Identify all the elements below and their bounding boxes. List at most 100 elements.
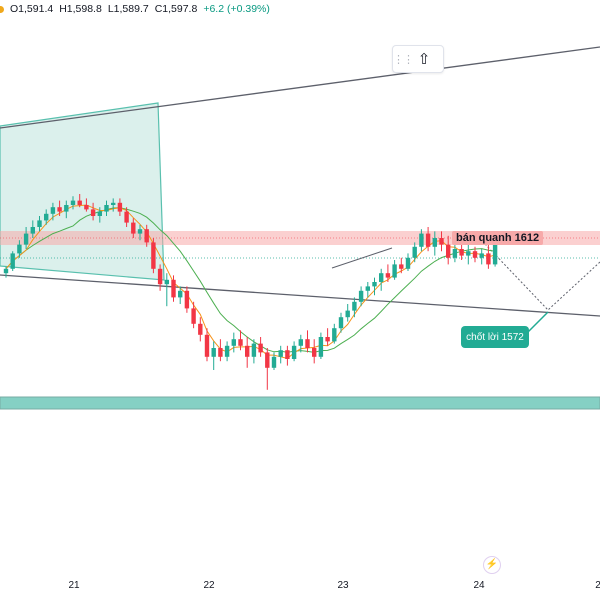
lightning-icon[interactable]: ⚡ bbox=[483, 556, 501, 574]
take-profit-pointer bbox=[527, 311, 549, 333]
candle bbox=[57, 200, 62, 216]
candle-body bbox=[84, 205, 89, 210]
candle bbox=[10, 251, 15, 271]
candle bbox=[144, 224, 149, 247]
candle bbox=[392, 260, 397, 280]
candle bbox=[50, 202, 56, 221]
candle bbox=[44, 209, 49, 225]
candle-body bbox=[17, 244, 22, 254]
candle-body bbox=[365, 286, 370, 291]
candle bbox=[70, 196, 76, 210]
candle-body bbox=[211, 348, 216, 357]
candle-body bbox=[184, 290, 190, 309]
candle-body bbox=[298, 339, 303, 346]
projection-path[interactable] bbox=[484, 243, 600, 311]
x-tick: 23 bbox=[337, 580, 349, 591]
candle-body bbox=[432, 238, 437, 247]
ohlc-legend: O1,591.4 H1,598.8 L1,589.7 C1,597.8 +6.2… bbox=[0, 3, 270, 15]
candle-body bbox=[37, 220, 42, 227]
candle-body bbox=[251, 343, 257, 357]
candle bbox=[385, 264, 391, 282]
candle bbox=[84, 198, 89, 212]
candle bbox=[211, 341, 216, 370]
lower-trendline[interactable] bbox=[0, 274, 600, 317]
candle-body bbox=[332, 328, 337, 342]
candle-body bbox=[23, 233, 29, 245]
candle-body bbox=[218, 348, 223, 357]
candle bbox=[124, 207, 129, 227]
x-tick: 2 bbox=[595, 580, 600, 591]
floating-drawing-toolbar[interactable]: ⋮⋮ ⇧ bbox=[392, 45, 444, 73]
candle-body bbox=[117, 202, 123, 212]
candle-body bbox=[291, 345, 297, 359]
teal-box-zone[interactable] bbox=[0, 102, 165, 281]
candle bbox=[345, 304, 350, 322]
candle-body bbox=[372, 282, 377, 287]
candle-body bbox=[399, 264, 404, 269]
candle bbox=[3, 266, 9, 278]
candle-body bbox=[151, 242, 156, 269]
candle-body bbox=[405, 257, 411, 269]
candle-body bbox=[44, 213, 49, 221]
upper-trendline[interactable] bbox=[0, 46, 600, 129]
candle bbox=[291, 341, 297, 362]
candle bbox=[224, 341, 230, 362]
arrow-up-icon[interactable]: ⇧ bbox=[417, 51, 431, 68]
candle bbox=[419, 229, 424, 252]
candle bbox=[412, 242, 417, 263]
candle bbox=[171, 275, 176, 302]
candle-body bbox=[325, 337, 330, 342]
candle bbox=[352, 297, 357, 318]
candle bbox=[479, 249, 484, 265]
candle bbox=[285, 345, 290, 366]
candle-body bbox=[171, 279, 176, 298]
candle bbox=[111, 198, 116, 212]
candle-body bbox=[90, 209, 96, 216]
candle bbox=[90, 202, 96, 221]
candle-body bbox=[472, 251, 478, 258]
candle bbox=[472, 246, 478, 263]
candle-body bbox=[479, 253, 484, 258]
candle-body bbox=[70, 200, 76, 205]
candle-body bbox=[30, 227, 35, 234]
candle bbox=[265, 348, 270, 390]
candle-body bbox=[178, 290, 183, 298]
candle bbox=[372, 277, 377, 296]
take-profit-label[interactable]: chốt lời 1572 bbox=[461, 326, 529, 348]
candle-body bbox=[278, 350, 283, 357]
time-axis[interactable]: 21 22 23 24 2 bbox=[0, 578, 600, 600]
candle bbox=[164, 273, 169, 307]
candle bbox=[184, 286, 190, 313]
candle bbox=[245, 337, 250, 368]
candle bbox=[97, 207, 102, 223]
candle bbox=[104, 200, 109, 216]
candle bbox=[298, 334, 303, 353]
candle bbox=[399, 257, 404, 274]
candle-body bbox=[446, 244, 451, 258]
candle-body bbox=[3, 268, 9, 274]
candle-body bbox=[492, 244, 498, 265]
close-value: C1,597.8 bbox=[154, 3, 198, 15]
candle bbox=[466, 244, 471, 265]
candle-body bbox=[305, 339, 310, 348]
candle bbox=[258, 337, 263, 357]
candle bbox=[23, 227, 29, 249]
candle-body bbox=[258, 343, 263, 353]
candle bbox=[278, 345, 283, 364]
candle-body bbox=[345, 310, 350, 318]
x-tick: 22 bbox=[203, 580, 215, 591]
drag-grip-icon[interactable]: ⋮⋮ bbox=[393, 53, 414, 66]
small-channel-line[interactable] bbox=[331, 247, 393, 269]
candle bbox=[17, 240, 22, 258]
x-tick: 24 bbox=[473, 580, 485, 591]
candle-body bbox=[104, 205, 109, 212]
candle bbox=[338, 312, 344, 333]
candle-body bbox=[111, 202, 116, 205]
support-zone[interactable] bbox=[0, 396, 600, 410]
candle bbox=[358, 286, 364, 307]
candle bbox=[446, 235, 451, 265]
sell-zone-label[interactable]: bán quanh 1612 bbox=[452, 231, 544, 245]
candle-body bbox=[338, 317, 344, 329]
candle bbox=[117, 198, 123, 216]
